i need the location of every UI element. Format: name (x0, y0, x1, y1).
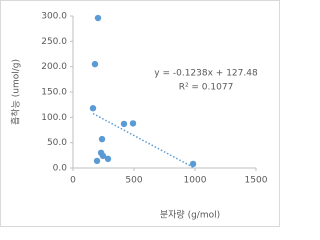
point (104, 155, 112, 163)
point (91, 60, 99, 68)
y-axis-title: 흡착능 (umol/g) (10, 59, 22, 125)
trendline (92, 112, 194, 168)
y-tick-label: 200.0 (41, 62, 67, 72)
chart: 분자량 (g/mol) 흡착능 (umol/g) y = -0.1238x + … (0, 0, 280, 227)
point (189, 160, 197, 168)
x-tick-label: 1000 (184, 176, 207, 186)
x-tick-label: 1500 (245, 176, 268, 186)
point (94, 14, 102, 22)
y-tick-label: 250.0 (41, 37, 67, 47)
y-tick-label: 150.0 (41, 88, 67, 98)
y-tick-label: 300.0 (41, 12, 67, 22)
point (93, 157, 101, 165)
x-axis-title: 분자량 (g/mol) (160, 209, 220, 221)
point (98, 135, 106, 143)
y-tick-label: 50.0 (47, 138, 67, 148)
trendline-r-squared: R² = 0.1077 (179, 83, 234, 93)
point (120, 120, 128, 128)
y-tick-label: 100.0 (41, 113, 67, 123)
point (89, 105, 97, 112)
trendline-equation: y = -0.1238x + 127.48 (154, 69, 258, 79)
point (99, 152, 107, 160)
x-tick-label: 500 (125, 176, 142, 186)
y-tick-label: 0.0 (53, 164, 68, 174)
chart-border (0, 0, 280, 227)
x-tick-label: 0 (70, 176, 76, 186)
point (129, 120, 137, 127)
